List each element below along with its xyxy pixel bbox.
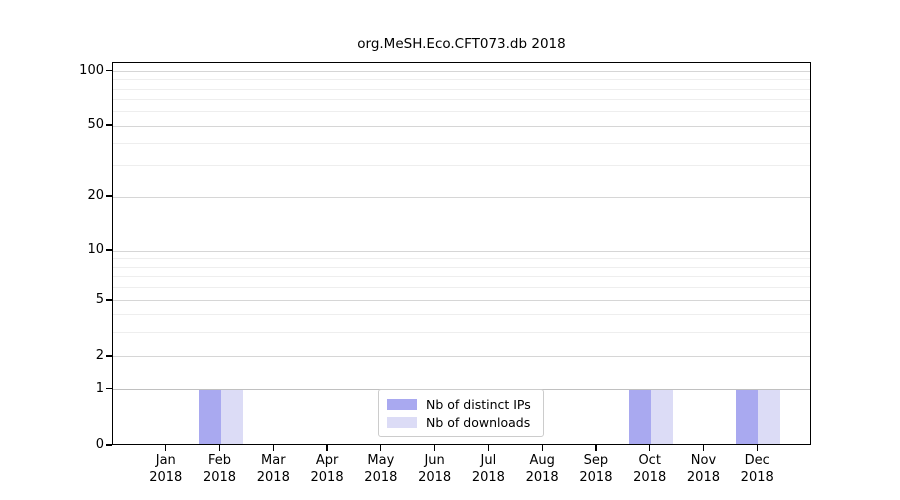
y-tick <box>105 124 112 126</box>
minor-gridline <box>113 266 810 268</box>
x-tick-label: Jan 2018 <box>149 453 183 485</box>
x-tick-label: Mar 2018 <box>256 453 290 485</box>
minor-gridline <box>113 142 810 144</box>
x-tick <box>595 445 597 451</box>
bar-distinct-ips <box>198 389 221 445</box>
minor-gridline <box>113 79 810 81</box>
bar-downloads <box>220 389 243 445</box>
y-tick-label: 20 <box>87 188 104 203</box>
x-tick-label: Nov 2018 <box>686 453 720 485</box>
x-tick <box>272 445 274 451</box>
y-tick <box>105 195 112 197</box>
y-tick <box>105 387 112 390</box>
minor-gridline <box>113 258 810 260</box>
minor-gridline <box>113 88 810 90</box>
x-tick <box>165 445 167 451</box>
plot-area <box>112 62 811 445</box>
legend-swatch-distinct-ips <box>387 399 417 410</box>
x-tick <box>380 445 382 451</box>
minor-gridline <box>113 331 810 333</box>
major-gridline <box>113 356 810 358</box>
x-tick <box>702 445 705 451</box>
x-tick <box>541 445 543 451</box>
y-tick-label: 100 <box>79 62 104 78</box>
x-tick-label: May 2018 <box>364 453 398 485</box>
x-tick-label: Jul 2018 <box>471 453 505 485</box>
y-tick <box>105 299 112 301</box>
bar-downloads <box>650 389 673 445</box>
major-gridline <box>113 196 810 198</box>
y-tick-label: 50 <box>87 117 104 132</box>
bar-distinct-ips <box>628 389 651 445</box>
x-tick-label: Aug 2018 <box>525 453 559 485</box>
y-tick-label: 0 <box>95 437 104 452</box>
x-tick <box>218 445 221 451</box>
legend-label-downloads: Nb of downloads <box>426 415 531 430</box>
x-tick-label: Oct 2018 <box>633 453 667 485</box>
major-gridline <box>113 300 810 302</box>
x-tick <box>433 445 436 451</box>
x-tick <box>326 445 328 451</box>
x-tick <box>756 445 758 451</box>
x-tick-label: Dec 2018 <box>740 453 774 485</box>
chart-title: org.MeSH.Eco.CFT073.db 2018 <box>357 36 566 52</box>
bar-distinct-ips <box>736 389 759 445</box>
bar-downloads <box>758 389 781 445</box>
minor-gridline <box>113 314 810 316</box>
bar-layer <box>113 63 810 445</box>
legend-label-distinct-ips: Nb of distinct IPs <box>426 397 531 412</box>
y-tick-label: 2 <box>95 347 104 363</box>
y-tick <box>105 69 112 72</box>
y-tick <box>105 444 112 446</box>
legend-swatch-downloads <box>387 417 417 428</box>
minor-gridline <box>113 111 810 113</box>
x-tick <box>649 445 651 451</box>
x-tick-label: Sep 2018 <box>579 453 613 485</box>
y-tick <box>105 249 112 251</box>
x-tick-label: Apr 2018 <box>310 453 344 485</box>
x-tick-label: Jun 2018 <box>418 453 452 485</box>
minor-gridline <box>113 99 810 101</box>
x-tick <box>487 445 490 451</box>
legend-item-distinct-ips: Nb of distinct IPs <box>387 396 535 413</box>
minor-gridline <box>113 276 810 278</box>
y-tick-label: 10 <box>87 242 104 257</box>
major-gridline <box>113 250 810 252</box>
y-tick <box>105 355 112 357</box>
major-gridline <box>113 125 810 127</box>
legend: Nb of distinct IPs Nb of downloads <box>378 389 544 437</box>
x-tick-label: Feb 2018 <box>202 453 237 485</box>
minor-gridline <box>113 165 810 167</box>
legend-item-downloads: Nb of downloads <box>387 414 535 431</box>
y-tick-label: 5 <box>95 291 104 307</box>
major-gridline <box>113 71 810 72</box>
y-tick-label: 1 <box>95 380 104 396</box>
minor-gridline <box>113 287 810 289</box>
